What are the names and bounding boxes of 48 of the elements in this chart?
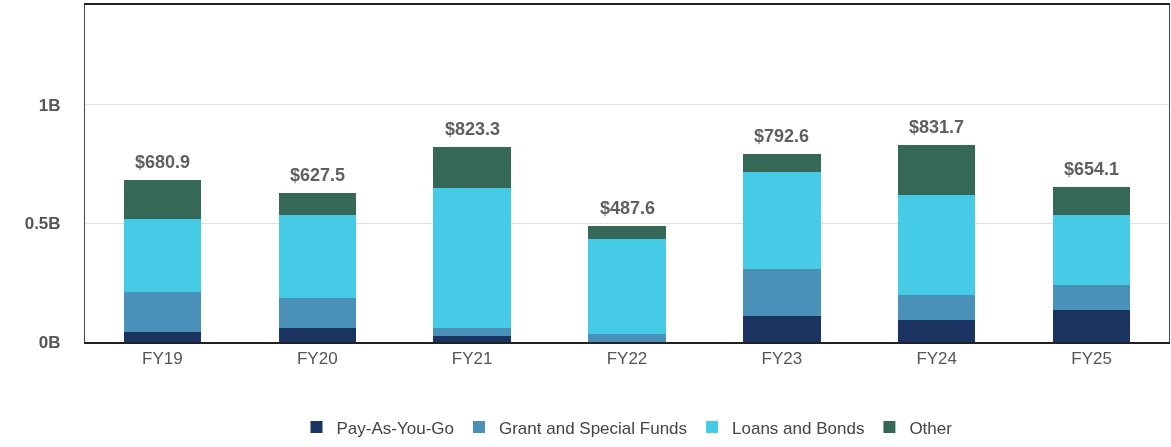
legend-label: Pay-As-You-Go xyxy=(336,418,454,438)
bar xyxy=(278,215,356,299)
bar xyxy=(433,328,511,337)
x-tick-label: FY22 xyxy=(606,349,648,369)
bar xyxy=(1052,285,1131,311)
bar xyxy=(898,320,976,342)
bar xyxy=(1052,310,1131,342)
x-tick-label: FY24 xyxy=(916,349,958,369)
x-tick-label: FY20 xyxy=(296,349,338,369)
y-tick-label: 1B xyxy=(38,95,61,115)
bar xyxy=(743,316,821,342)
bar xyxy=(123,332,202,342)
bar xyxy=(743,269,821,317)
y-tick-label: 0B xyxy=(38,332,61,352)
total-label: $654.1 xyxy=(1064,159,1120,179)
bar xyxy=(278,193,356,216)
bar xyxy=(898,295,976,321)
bar xyxy=(433,146,511,188)
legend-label: Loans and Bonds xyxy=(732,418,865,438)
y-tick-label: 0.5B xyxy=(24,214,61,234)
total-label: $831.7 xyxy=(909,117,965,137)
bar xyxy=(1052,186,1131,216)
x-tick-label: FY19 xyxy=(142,349,183,369)
bar xyxy=(588,333,666,342)
x-tick-label: FY25 xyxy=(1071,349,1112,369)
x-tick-label: FY23 xyxy=(761,349,803,369)
total-label: $680.9 xyxy=(135,152,191,172)
bar xyxy=(433,187,511,328)
legend-label: Other xyxy=(909,418,953,438)
bar xyxy=(898,195,976,296)
bar xyxy=(123,292,202,333)
total-label: $792.6 xyxy=(754,126,810,146)
total-label: $823.3 xyxy=(445,119,501,139)
bar xyxy=(743,153,821,172)
bar xyxy=(278,328,356,342)
bar xyxy=(433,336,511,342)
bar xyxy=(123,219,202,293)
x-tick-label: FY21 xyxy=(451,349,493,369)
total-label: $487.6 xyxy=(600,198,656,218)
bar xyxy=(278,298,356,328)
legend-label: Grant and Special Funds xyxy=(498,418,688,438)
bar xyxy=(123,180,202,220)
bar xyxy=(898,144,976,196)
bar xyxy=(588,226,666,240)
bar xyxy=(588,239,666,334)
bar xyxy=(1052,215,1131,286)
bar xyxy=(743,171,821,270)
total-label: $627.5 xyxy=(290,165,346,185)
